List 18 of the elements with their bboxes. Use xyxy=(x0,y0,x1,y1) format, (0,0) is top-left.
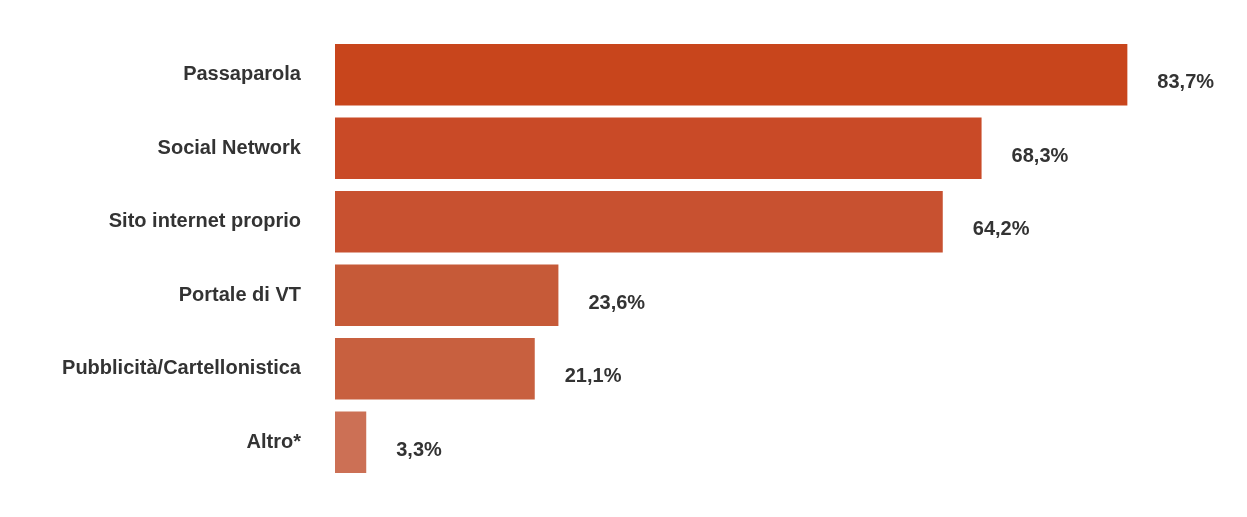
bar xyxy=(335,190,943,253)
bar xyxy=(335,337,535,400)
y-tick-label: Passaparola xyxy=(183,62,302,85)
bar xyxy=(335,264,559,327)
y-tick-label: Sito internet proprio xyxy=(108,209,301,232)
data-label: 23,6% xyxy=(588,290,646,313)
data-label: 3,3% xyxy=(396,437,443,460)
bar xyxy=(335,43,1128,106)
data-label: 83,7% xyxy=(1157,70,1215,93)
y-tick-label: Altro* xyxy=(246,429,302,452)
data-label: 64,2% xyxy=(972,217,1030,240)
data-label: 68,3% xyxy=(1011,143,1069,166)
data-label: 21,1% xyxy=(564,364,622,387)
y-tick-label: Social Network xyxy=(157,135,302,158)
y-tick-label: Portale di VT xyxy=(178,282,301,305)
bar xyxy=(335,411,367,474)
bar xyxy=(335,117,982,180)
y-tick-label: Pubblicità/Cartellonistica xyxy=(62,356,302,379)
